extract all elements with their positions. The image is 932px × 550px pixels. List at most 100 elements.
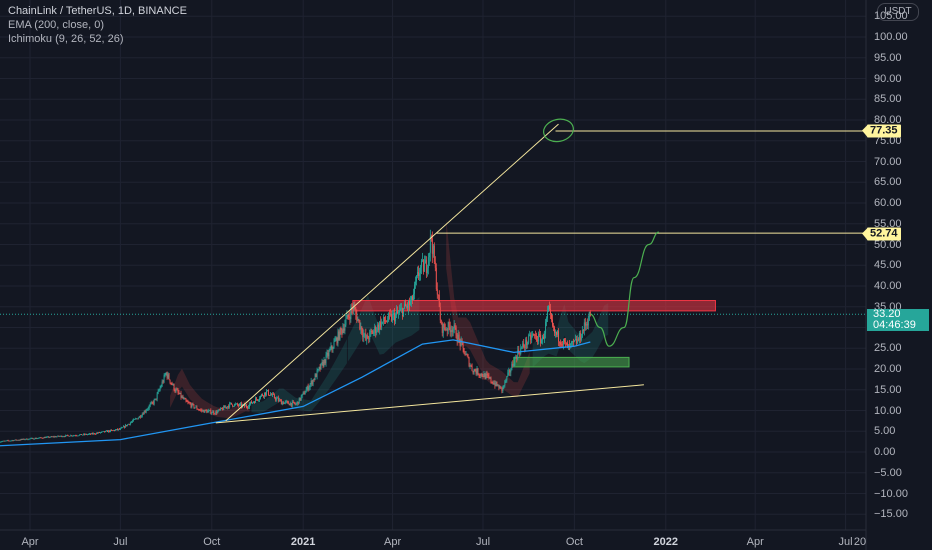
candle-body <box>284 401 286 403</box>
candle-body <box>244 404 246 407</box>
candle-body <box>389 313 391 315</box>
candle-body <box>90 433 92 435</box>
candle-body <box>211 412 213 414</box>
candle-body <box>585 324 587 326</box>
candle-body <box>204 409 206 413</box>
candle-body <box>273 394 275 398</box>
candle-body <box>274 397 276 400</box>
candle-body <box>406 306 407 307</box>
chart-legend: ChainLink / TetherUS, 1D, BINANCE EMA (2… <box>8 4 187 46</box>
candle-body <box>98 432 99 434</box>
candle-body <box>152 402 154 404</box>
candle-body <box>234 404 236 407</box>
price-tick-label: 105.00 <box>874 10 908 23</box>
candle-body <box>259 398 260 400</box>
candle-body <box>270 394 272 396</box>
candle-body <box>547 311 549 319</box>
candle-body <box>24 439 26 441</box>
time-tick-label: Jul <box>838 536 853 548</box>
candle-body <box>371 331 373 333</box>
candle-body <box>75 435 77 437</box>
candle-body <box>565 342 567 344</box>
candle-body <box>186 401 188 402</box>
time-tick-label: Apr <box>21 536 39 548</box>
candle-body <box>528 335 530 343</box>
price-tick-label: 90.00 <box>874 72 902 85</box>
candle-body <box>489 377 491 379</box>
candle-body <box>392 314 394 321</box>
candle-body <box>23 438 25 440</box>
candle-body <box>396 311 398 315</box>
price-tick-label: −10.00 <box>874 487 908 500</box>
candle-body <box>30 438 32 439</box>
candle-body <box>470 365 472 367</box>
candle-body <box>21 439 23 440</box>
candle-body <box>439 307 441 321</box>
candle-body <box>166 372 168 378</box>
legend-ichimoku[interactable]: Ichimoku (9, 26, 52, 26) <box>8 33 124 45</box>
candle-body <box>440 320 442 323</box>
candle-body <box>286 401 288 403</box>
candle-body <box>268 394 270 396</box>
target-price-tag-high: 77.35 <box>862 124 901 138</box>
candle-body <box>76 435 78 437</box>
candle-body <box>208 410 210 412</box>
candle-body <box>144 411 146 412</box>
candle-body <box>388 313 390 321</box>
candle-body <box>44 437 46 439</box>
candle-body <box>187 401 189 403</box>
currency-button[interactable]: USDT <box>877 3 919 21</box>
candle-body <box>122 426 124 428</box>
bar-countdown: 04:46:39 <box>873 319 916 331</box>
candle-body <box>128 423 130 425</box>
candle-body <box>124 425 126 428</box>
candle-body <box>111 429 112 431</box>
candle-body <box>60 435 62 437</box>
candle-body <box>393 313 395 315</box>
candle-body <box>417 272 419 276</box>
candle-body <box>189 403 191 404</box>
candle-body <box>468 357 470 367</box>
candle-body <box>159 387 161 390</box>
candle-body <box>205 409 207 411</box>
ema-line <box>0 339 591 447</box>
candle-body <box>295 403 297 405</box>
candle-body <box>308 387 310 390</box>
candle-body <box>338 331 340 340</box>
candle-body <box>42 438 44 439</box>
target-circle <box>543 118 574 143</box>
candle-body <box>141 413 143 417</box>
legend-symbol[interactable]: ChainLink / TetherUS, 1D, BINANCE <box>8 5 187 17</box>
candle-body <box>13 440 15 442</box>
candle-body <box>438 294 440 308</box>
candle-body <box>262 395 264 397</box>
candle-body <box>136 418 138 420</box>
candle-body <box>65 435 67 437</box>
candle-body <box>357 319 359 322</box>
candle-body <box>367 335 369 339</box>
candle-body <box>267 390 269 395</box>
candle-body <box>479 374 481 376</box>
candle-body <box>398 312 400 314</box>
price-tick-label: 5.00 <box>874 425 896 438</box>
candle-body <box>541 340 543 344</box>
candle-body <box>306 386 308 390</box>
current-price-tag: 33.20 04:46:39 <box>867 309 929 331</box>
candle-body <box>352 308 354 310</box>
candle-body <box>79 434 81 436</box>
candle-body <box>221 407 223 409</box>
candles <box>0 229 591 443</box>
candle-body <box>324 359 326 364</box>
candle-body <box>333 341 335 349</box>
candle-body <box>327 353 329 357</box>
candle-body <box>16 439 18 441</box>
legend-ema[interactable]: EMA (200, close, 0) <box>8 19 104 31</box>
time-tick-label: 2021 <box>290 536 316 548</box>
price-tick-label: 75.00 <box>874 134 902 147</box>
candle-body <box>61 435 63 437</box>
candle-body <box>386 321 388 323</box>
candle-body <box>272 393 274 395</box>
candle-body <box>199 409 201 411</box>
candle-body <box>108 430 109 433</box>
